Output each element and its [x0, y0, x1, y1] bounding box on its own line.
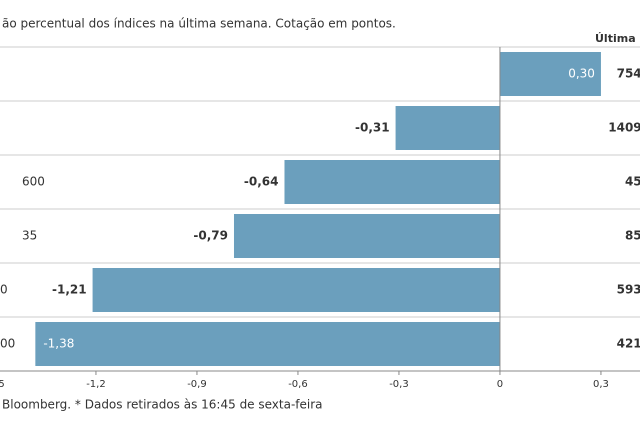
x-tick-label: -0,6 [288, 379, 308, 390]
last-value: 14097 [608, 121, 640, 135]
column-header: Última c [595, 32, 640, 45]
last-value: 7544 [617, 67, 640, 81]
value-label: -0,64 [244, 175, 279, 189]
bar [35, 322, 500, 366]
bar [92, 268, 500, 312]
x-tick-label: -1,5 [0, 379, 5, 390]
x-tick-label: -0,9 [187, 379, 207, 390]
last-value: 450 [625, 175, 640, 189]
category-label: 00 [0, 337, 15, 351]
value-label: -1,21 [52, 283, 87, 297]
source-note: Bloomberg. * Dados retirados às 16:45 de… [2, 398, 323, 412]
last-value: 4212 [617, 337, 640, 351]
category-label: 0 [0, 283, 8, 297]
bar [233, 214, 500, 258]
bar [499, 52, 601, 96]
x-tick-label: -1,2 [86, 379, 106, 390]
value-label: -1,38 [43, 337, 74, 351]
x-tick-label: -0,3 [389, 379, 409, 390]
category-label: 600 [22, 175, 45, 189]
x-tick-label: 0 [497, 379, 503, 390]
value-label: 0,30 [568, 67, 595, 81]
bar [395, 106, 500, 150]
last-value: 858 [625, 229, 640, 243]
bar [284, 160, 500, 204]
x-tick-label: 0,3 [593, 379, 609, 390]
category-label: 35 [22, 229, 37, 243]
chart-title: ão percentual dos índices na última sema… [2, 17, 396, 31]
value-label: -0,31 [355, 121, 390, 135]
last-value: 5930 [617, 283, 640, 297]
value-label: -0,79 [193, 229, 228, 243]
